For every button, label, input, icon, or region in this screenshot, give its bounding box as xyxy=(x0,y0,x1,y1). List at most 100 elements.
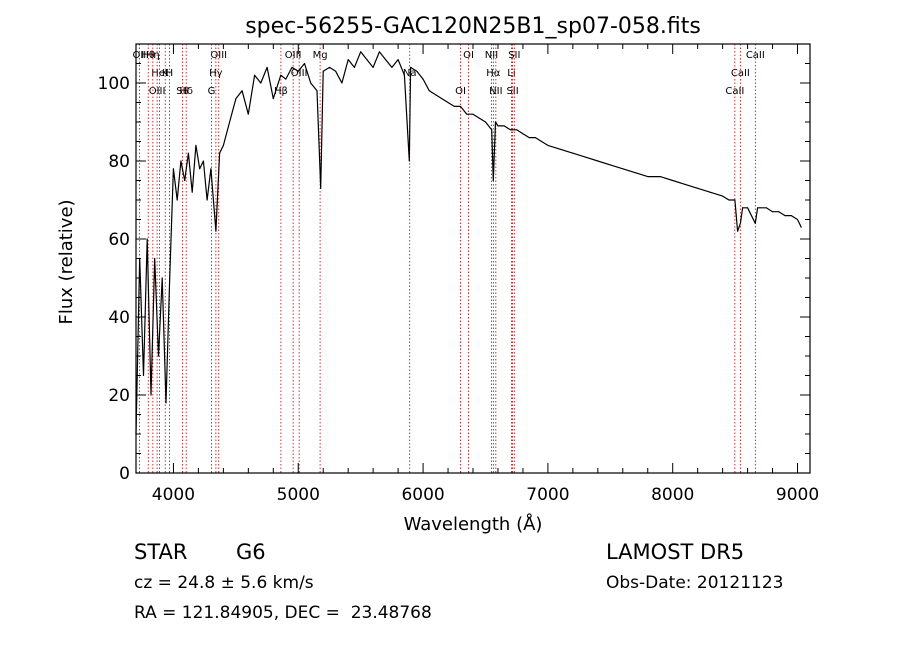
data-point xyxy=(516,129,518,131)
marker-label: Hη xyxy=(146,50,160,61)
marker-label: Hθ xyxy=(141,50,155,61)
data-point xyxy=(772,211,774,213)
marker-label: SII xyxy=(506,86,518,97)
x-tick-label: 5000 xyxy=(277,485,320,505)
data-point xyxy=(697,187,699,189)
data-point xyxy=(739,222,741,224)
data-point xyxy=(410,66,412,68)
data-point xyxy=(341,82,343,84)
data-point xyxy=(329,66,330,68)
data-point xyxy=(622,168,624,170)
data-point xyxy=(169,277,171,279)
data-point xyxy=(747,207,749,209)
data-point xyxy=(180,160,182,162)
marker-label: CaII xyxy=(746,50,765,61)
data-point xyxy=(416,70,418,72)
marker-label: OII xyxy=(132,50,146,61)
x-tick-label: 9000 xyxy=(776,485,819,505)
data-point xyxy=(219,152,221,154)
marker-label: NII xyxy=(489,86,502,97)
data-point xyxy=(757,207,759,209)
spectrum-line xyxy=(135,51,802,435)
data-point xyxy=(528,137,530,139)
data-point xyxy=(297,70,299,72)
data-point xyxy=(280,74,282,76)
data-point xyxy=(158,355,159,357)
object-subclass: G6 xyxy=(236,540,266,564)
data-point xyxy=(254,74,256,76)
data-point xyxy=(397,59,399,61)
object-class: STAR xyxy=(134,540,188,564)
plot-frame xyxy=(135,43,811,474)
data-point xyxy=(547,144,549,146)
y-axis-label: Flux (relative) xyxy=(56,199,77,324)
data-point xyxy=(734,199,736,201)
data-point xyxy=(241,90,243,92)
survey-name: LAMOST DR5 xyxy=(606,540,745,564)
marker-label: OI xyxy=(455,86,466,97)
data-point xyxy=(347,59,349,61)
data-point xyxy=(408,160,410,162)
data-point xyxy=(790,215,792,217)
data-point xyxy=(210,168,212,170)
marker-label: CaII xyxy=(725,86,744,97)
data-point xyxy=(472,113,474,115)
data-point xyxy=(672,180,674,181)
data-point xyxy=(199,168,201,170)
data-point xyxy=(534,137,536,139)
marker-label: Hδ xyxy=(179,86,193,97)
data-point xyxy=(195,144,197,146)
data-point xyxy=(316,90,318,92)
data-point xyxy=(272,98,274,100)
data-point xyxy=(422,78,424,80)
redshift-readout: cz = 24.8 ± 5.6 km/s xyxy=(134,573,314,593)
data-point xyxy=(609,164,611,166)
data-point xyxy=(778,211,780,213)
marker-label: Hγ xyxy=(209,68,223,79)
data-point xyxy=(559,148,561,150)
data-point xyxy=(728,199,730,201)
data-point xyxy=(143,375,144,376)
line-markers: HθKHδOIIHeISIIOIIIHγOIIIHηHGOIIIOIIIHβMg… xyxy=(132,44,765,473)
data-point xyxy=(572,152,574,154)
series-layer xyxy=(135,51,802,435)
data-point xyxy=(235,98,237,100)
data-point xyxy=(222,144,224,146)
x-axis-label: Wavelength (Å) xyxy=(404,513,543,535)
marker-label: NII xyxy=(485,50,498,61)
y-tick-label: 100 xyxy=(98,74,130,94)
x-axis-ticks: 4000 5000 6000 7000 8000 9000 xyxy=(152,44,819,505)
data-point xyxy=(742,207,744,209)
marker-label: OI xyxy=(463,50,474,61)
y-tick-label: 80 xyxy=(108,152,130,172)
data-point xyxy=(172,168,174,170)
data-point xyxy=(285,78,287,80)
marker-label: K xyxy=(162,68,169,79)
data-point xyxy=(659,176,661,178)
marker-label: OIII xyxy=(210,50,227,61)
data-point xyxy=(485,121,486,123)
data-point xyxy=(800,226,802,228)
marker-label: G xyxy=(208,86,216,97)
data-point xyxy=(247,113,249,115)
y-tick-label: 0 xyxy=(119,464,130,484)
data-point xyxy=(215,230,217,232)
marker-label: Mg xyxy=(313,50,328,61)
data-point xyxy=(722,195,724,197)
data-point xyxy=(503,125,505,127)
marker-label: CaII xyxy=(731,68,750,79)
data-point xyxy=(229,121,231,123)
data-point xyxy=(634,172,636,174)
chart-title: spec-56255-GAC120N25B1_sp07-058.fits xyxy=(245,14,701,39)
y-tick-label: 20 xyxy=(108,386,130,406)
data-point xyxy=(765,207,767,209)
marker-label: OIII xyxy=(285,50,302,61)
data-point xyxy=(291,66,293,68)
data-point xyxy=(435,94,437,96)
data-point xyxy=(378,51,380,53)
marker-label: Na xyxy=(403,68,417,79)
data-point xyxy=(460,105,461,107)
data-point xyxy=(150,394,152,396)
data-point xyxy=(335,70,337,72)
data-point xyxy=(154,258,156,259)
